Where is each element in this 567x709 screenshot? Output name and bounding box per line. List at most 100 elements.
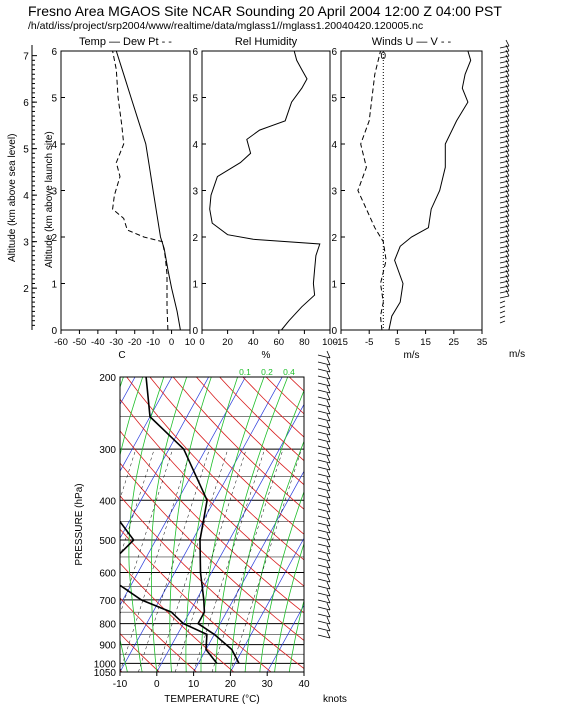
asl-tick-label: 5 [23, 145, 29, 156]
wind-barb-flag [326, 399, 331, 408]
y-tick-label: 5 [51, 94, 57, 105]
x-axis-label: C [118, 350, 125, 361]
wind-barb-flag [326, 406, 331, 415]
wind-barb-flag [326, 525, 331, 534]
wind-barb-flag [326, 532, 331, 541]
wind-barb [317, 592, 331, 597]
x-tick-label: 15 [420, 337, 431, 348]
wind-barb [317, 620, 331, 625]
wind-barb [499, 85, 510, 89]
wind-barb-flag [505, 254, 510, 262]
dry-adiabat [0, 377, 85, 672]
wind-barb-flag [326, 630, 331, 639]
wind-barb [499, 155, 510, 159]
mixing-ratio-line [174, 449, 247, 672]
moist-adiabat [244, 440, 304, 672]
file-path: /h/atd/iss/project/srp2004/www/realtime/… [28, 20, 423, 32]
dry-adiabat [120, 633, 160, 672]
wind-barb [317, 396, 331, 401]
wind-barb-flag [505, 234, 510, 242]
asl-tick-label: 6 [23, 98, 29, 109]
wind-barb [317, 543, 331, 548]
isotherm [120, 377, 283, 672]
wind-barb-flag [326, 504, 331, 513]
mixing-ratio-line [138, 449, 210, 672]
pressure-tick-label: 1050 [94, 668, 117, 679]
temp-tick-label: 0 [154, 679, 160, 690]
x-tick-label: -15 [334, 337, 348, 348]
wind-barb [317, 529, 331, 534]
moist-adiabat [215, 377, 289, 672]
mixing-ratio-label: 0.1 [239, 367, 251, 377]
isotherm [156, 403, 304, 672]
x-tick-label: -60 [54, 337, 68, 348]
wind-barb [317, 606, 331, 611]
wind-barb-flag [505, 84, 510, 92]
wind-barb [499, 315, 506, 319]
skewt-series-0 [145, 377, 240, 664]
wind-barb [499, 150, 510, 154]
moist-adiabat [288, 599, 304, 672]
wind-barb-flag [326, 441, 331, 450]
wind-barb-flag [326, 371, 331, 380]
wind-barb-flag [505, 194, 510, 202]
wind-barb [499, 165, 510, 169]
wind-barb-flag [326, 357, 331, 366]
wind-barb [317, 417, 331, 422]
wind-barb [317, 354, 331, 359]
dry-adiabat [120, 528, 272, 672]
wind-barb [317, 410, 331, 415]
wind-barb [317, 452, 331, 457]
wind-barb-flag [505, 164, 510, 172]
wind-barb [317, 438, 331, 443]
wind-barb [499, 260, 510, 264]
y-tick-label: 0 [331, 326, 337, 337]
wind-barb-flag [505, 124, 510, 132]
isotherm [230, 537, 304, 672]
wind-barb [499, 145, 510, 149]
wind-barb-flag [505, 244, 510, 252]
x-tick-label: 10 [185, 337, 196, 348]
moist-adiabat [274, 542, 304, 672]
wind-barb-flag [505, 284, 510, 292]
y-tick-label: 3 [51, 187, 57, 198]
x-axis-label: m/s [403, 350, 419, 361]
x-tick-label: 40 [248, 337, 259, 348]
wind-barb [317, 550, 331, 555]
wind-barb [499, 285, 510, 289]
x-tick-label: -50 [73, 337, 87, 348]
dry-adiabat [149, 377, 304, 535]
wind-barb-flag [326, 476, 331, 485]
isotherm [266, 604, 304, 672]
x-tick-label: 35 [477, 337, 488, 348]
moist-adiabat [120, 377, 144, 672]
isotherm [0, 377, 61, 672]
pressure-tick-label: 600 [99, 568, 116, 579]
wind-barb [317, 627, 331, 632]
dry-adiabat [172, 377, 304, 510]
wind-barb-flag [505, 64, 510, 72]
wind-barb [317, 487, 331, 492]
asl-axis-label: Altitude (km above sea level) [7, 134, 18, 262]
wind-barb-flag [326, 602, 331, 611]
y-tick-label: 2 [331, 233, 337, 244]
wind-barb [499, 310, 506, 314]
panel-title: Rel Humidity [235, 36, 298, 48]
asl-tick-label: 3 [23, 238, 29, 249]
pressure-tick-label: 300 [99, 445, 116, 456]
wind-barb [317, 445, 331, 450]
skewt-frame [119, 376, 305, 673]
x-tick-label: -5 [365, 337, 373, 348]
wind-barb [499, 180, 510, 184]
wind-barb [317, 368, 331, 373]
wind-barb [499, 130, 510, 134]
wind-barb [317, 403, 331, 408]
wind-barb-flag [326, 595, 331, 604]
y-tick-label: 5 [192, 94, 198, 105]
mixing-ratio-line [156, 449, 229, 672]
agl-axis-label: Altitude (km above launch site) [44, 131, 55, 268]
wind-barb [317, 599, 331, 604]
wind-barb-flag [505, 174, 510, 182]
figure-title: Fresno Area MGAOS Site NCAR Sounding 20 … [28, 3, 502, 19]
